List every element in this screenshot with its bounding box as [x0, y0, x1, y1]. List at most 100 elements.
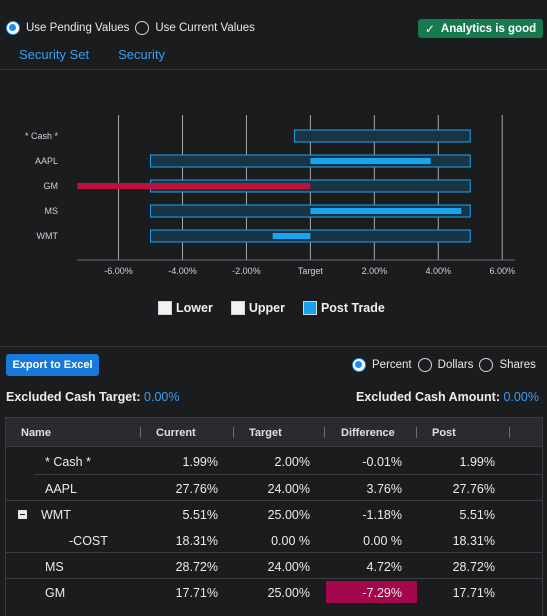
y-tick-label: GM [44, 181, 59, 191]
legend-upper-swatch [230, 301, 245, 315]
status-badge-label: Analytics is good [440, 22, 537, 35]
table-row-group[interactable]: WMT 5.51% 25.00% -1.18% 5.51% [6, 501, 542, 527]
legend-upper-label: Upper [248, 301, 285, 315]
excluded-cash-amount-label: Excluded Cash Amount: [356, 390, 500, 404]
post-trade-bar [310, 208, 462, 214]
x-tick-label: -2.00% [232, 266, 261, 276]
row-target: 25.00% [267, 508, 310, 522]
row-difference: 4.72% [366, 560, 402, 574]
row-target: 0.00 % [271, 534, 310, 548]
row-current: 5.51% [182, 508, 218, 522]
row-post: 27.76% [452, 482, 495, 496]
row-current: 18.31% [175, 534, 218, 548]
table-row[interactable]: -COST 18.31% 0.00 % 0.00 % 18.31% [6, 527, 542, 553]
y-tick-label: MS [45, 206, 59, 216]
row-post: 17.71% [452, 586, 495, 600]
x-tick-label: 4.00% [426, 266, 452, 276]
row-divider [34, 474, 542, 475]
legend-post-trade-label: Post Trade [320, 301, 385, 315]
tab-security[interactable]: Security [118, 47, 166, 62]
chart-legend: Lower Upper Post Trade [158, 301, 403, 315]
shares-radio[interactable] [479, 358, 494, 372]
tab-bar: Security Set Security [19, 47, 194, 62]
x-tick-label: 6.00% [489, 266, 515, 276]
row-name: WMT [41, 508, 71, 522]
legend-post-trade-swatch [302, 301, 317, 315]
table-row[interactable]: * Cash * 1.99% 2.00% -0.01% 1.99% [6, 448, 542, 474]
legend-lower-swatch [158, 301, 172, 315]
excluded-cash-amount-value: 0.00% [503, 390, 539, 404]
use-current-values-radio[interactable] [135, 21, 150, 35]
row-post: 18.31% [452, 534, 495, 548]
row-name: * Cash * [45, 455, 91, 469]
percent-radio[interactable] [352, 358, 366, 372]
row-difference: 3.76% [366, 482, 402, 496]
row-name: -COST [69, 534, 108, 548]
percent-label[interactable]: Percent [372, 359, 412, 371]
column-separator[interactable] [416, 427, 417, 438]
check-icon: ✓ [424, 21, 435, 36]
section-divider [0, 346, 547, 347]
table-row[interactable]: GM 17.71% 25.00% -7.29% 17.71% [6, 579, 542, 605]
column-header-current[interactable]: Current [156, 427, 196, 439]
dollars-label[interactable]: Dollars [437, 359, 474, 371]
dollars-radio[interactable] [417, 358, 432, 372]
excluded-cash-amount: Excluded Cash Amount: 0.00% [356, 390, 539, 404]
row-divider [6, 500, 542, 501]
row-current: 28.72% [175, 560, 218, 574]
value-mode-group: Use Pending Values Use Current Values [6, 21, 261, 35]
tolerance-band [150, 229, 471, 243]
column-header-post[interactable]: Post [432, 427, 456, 439]
row-divider [6, 578, 542, 579]
table-row[interactable]: AAPL 27.76% 24.00% 3.76% 27.76% [6, 475, 542, 501]
holdings-grid: Name Current Target Difference Post * Ca… [5, 417, 543, 616]
row-current: 27.76% [175, 482, 218, 496]
row-name: MS [45, 560, 64, 574]
column-separator[interactable] [324, 427, 325, 438]
column-separator[interactable] [140, 427, 141, 438]
row-difference: -7.29% [362, 586, 402, 600]
row-name: AAPL [45, 482, 77, 496]
legend-lower[interactable]: Lower [158, 301, 213, 315]
row-target: 24.00% [267, 560, 310, 574]
export-to-excel-button[interactable]: Export to Excel [6, 354, 99, 376]
column-separator[interactable] [509, 427, 510, 438]
post-trade-bar [310, 158, 431, 164]
legend-lower-label: Lower [176, 301, 213, 315]
column-header-target[interactable]: Target [249, 427, 282, 439]
tolerance-band [293, 129, 471, 143]
row-name: GM [45, 586, 66, 600]
column-header-difference[interactable]: Difference [341, 427, 395, 439]
unit-mode-group: Percent Dollars Shares [352, 358, 542, 372]
row-target: 2.00% [274, 455, 310, 469]
y-tick-label: WMT [37, 231, 59, 241]
excluded-cash-target-label: Excluded Cash Target: [6, 390, 141, 404]
row-difference: 0.00 % [363, 534, 402, 548]
row-difference: -0.01% [362, 455, 402, 469]
use-pending-values-label[interactable]: Use Pending Values [26, 22, 130, 34]
y-tick-label: AAPL [35, 156, 58, 166]
collapse-icon[interactable] [18, 510, 27, 519]
range-chart: -6.00% -4.00% -2.00% Target 2.00% 4.00% 6.00% *… [25, 115, 515, 276]
row-target: 25.00% [267, 586, 310, 600]
x-tick-label: 2.00% [362, 266, 388, 276]
excluded-cash-target-value: 0.00% [144, 390, 180, 404]
table-row[interactable]: MS 28.72% 24.00% 4.72% 28.72% [6, 553, 542, 579]
row-difference: -1.18% [362, 508, 402, 522]
legend-post-trade[interactable]: Post Trade [302, 301, 385, 315]
row-post: 5.51% [459, 508, 495, 522]
x-tick-label: -4.00% [168, 266, 197, 276]
post-trade-bar [77, 183, 311, 189]
shares-label[interactable]: Shares [499, 359, 536, 371]
column-separator[interactable] [233, 427, 234, 438]
legend-upper[interactable]: Upper [230, 301, 285, 315]
use-pending-values-radio[interactable] [6, 21, 20, 35]
grid-header: Name Current Target Difference Post [6, 418, 542, 447]
excluded-cash-target: Excluded Cash Target: 0.00% [6, 390, 179, 404]
use-current-values-label[interactable]: Use Current Values [155, 22, 255, 34]
column-header-name[interactable]: Name [21, 427, 51, 439]
x-tick-label: -6.00% [104, 266, 133, 276]
post-trade-bar [272, 233, 311, 239]
tab-security-set[interactable]: Security Set [19, 47, 90, 62]
row-post: 28.72% [452, 560, 495, 574]
